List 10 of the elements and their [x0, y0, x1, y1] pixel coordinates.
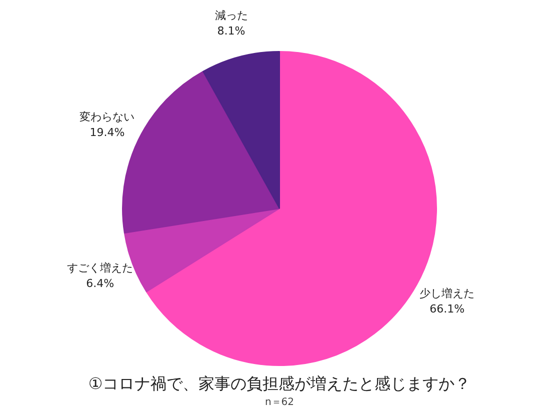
- slice-label: 変わらない: [80, 110, 135, 124]
- data-label: 6.4%: [86, 276, 114, 290]
- slice-label: すごく増えた: [67, 261, 134, 274]
- data-label: 8.1%: [217, 24, 246, 38]
- slice-label: 少し増えた: [420, 287, 475, 300]
- data-label: 19.4%: [90, 126, 125, 140]
- text: ①コロナ禍で、家事の負担感が増えたと感じますか？: [88, 374, 471, 393]
- text: n＝62: [264, 397, 294, 408]
- slice-label: 減った: [214, 8, 248, 22]
- data-label: 66.1%: [430, 302, 465, 316]
